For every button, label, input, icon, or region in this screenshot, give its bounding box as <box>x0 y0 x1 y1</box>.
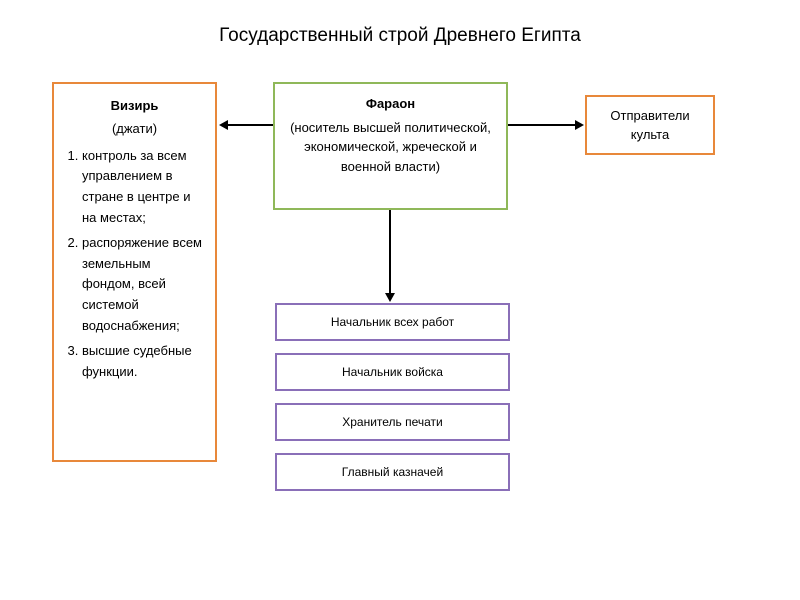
arrow-pharaoh-to-vizier <box>228 124 273 126</box>
arrow-pharaoh-to-cult <box>508 124 575 126</box>
subordinate-node: Хранитель печати <box>275 403 510 441</box>
subordinate-label: Начальник всех работ <box>331 315 454 329</box>
arrowhead-left-icon <box>219 120 228 130</box>
arrowhead-down-icon <box>385 293 395 302</box>
vizier-title: Визирь <box>64 96 205 117</box>
subordinate-node: Главный казначей <box>275 453 510 491</box>
arrowhead-right-icon <box>575 120 584 130</box>
pharaoh-node: Фараон (носитель высшей политической, эк… <box>273 82 508 210</box>
vizier-duties-list: контроль за всем управлением в стране в … <box>64 146 205 383</box>
arrow-pharaoh-to-subordinates <box>389 210 391 293</box>
vizier-subtitle: (джати) <box>64 119 205 140</box>
diagram-title: Государственный строй Древнего Египта <box>0 25 800 47</box>
cult-node: Отправители культа <box>585 95 715 155</box>
vizier-duty-item: распоряжение всем земельным фондом, всей… <box>82 233 205 337</box>
subordinate-node: Начальник войска <box>275 353 510 391</box>
vizier-node: Визирь (джати) контроль за всем управлен… <box>52 82 217 462</box>
pharaoh-title: Фараон <box>287 94 494 114</box>
subordinate-label: Главный казначей <box>342 465 443 479</box>
subordinate-label: Начальник войска <box>342 365 443 379</box>
subordinate-label: Хранитель печати <box>342 415 443 429</box>
pharaoh-description: (носитель высшей политической, экономиче… <box>287 118 494 177</box>
subordinate-node: Начальник всех работ <box>275 303 510 341</box>
cult-label: Отправители культа <box>595 106 705 145</box>
vizier-duty-item: контроль за всем управлением в стране в … <box>82 146 205 229</box>
vizier-duty-item: высшие судебные функции. <box>82 341 205 383</box>
